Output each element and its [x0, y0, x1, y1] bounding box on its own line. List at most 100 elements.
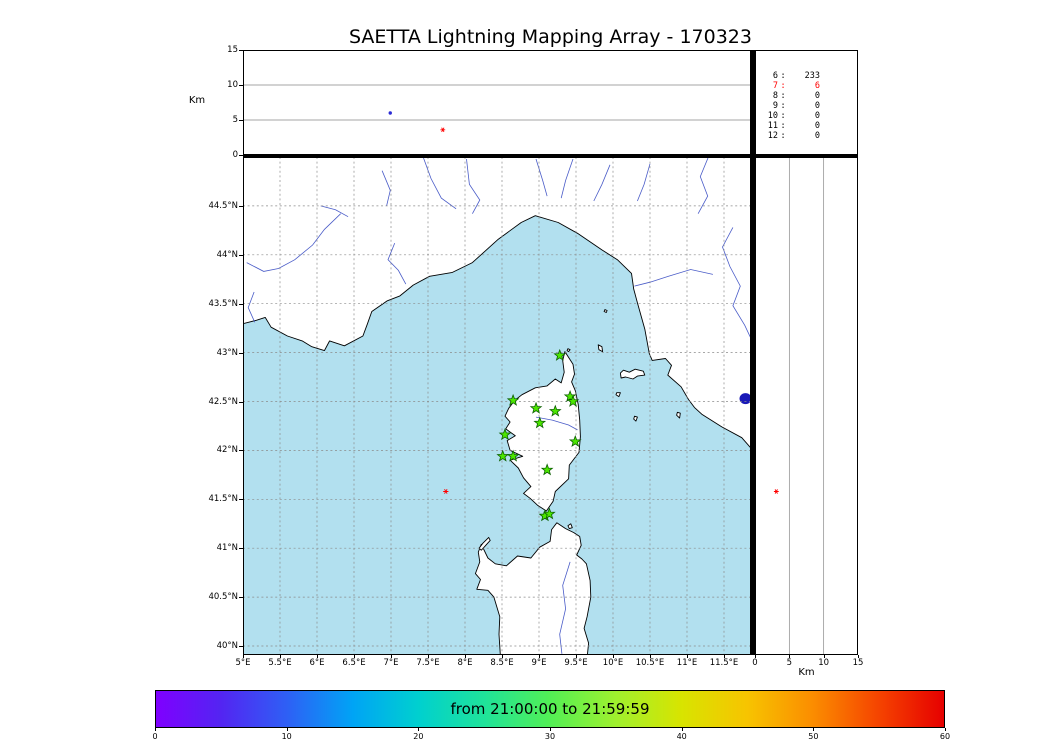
- axis-tick-mark: [813, 728, 815, 731]
- altitude-vs-longitude-panel: [243, 50, 751, 155]
- altitude-vs-latitude-panel: [755, 157, 858, 655]
- top-panel-ylabel: Km: [188, 95, 206, 106]
- river: [422, 157, 457, 210]
- river: [697, 157, 709, 214]
- km-tick-label: 15: [852, 658, 864, 668]
- colorbar-label: from 21:00:00 to 21:59:59: [450, 700, 650, 718]
- axis-tick-mark: [239, 352, 243, 354]
- axis-tick-mark: [239, 401, 243, 403]
- axis-tick-mark: [239, 85, 243, 86]
- colorbar-tick-label: 50: [808, 732, 819, 741]
- lat-tick-label: 41.5°N: [208, 494, 238, 505]
- lat-tick-label: 42.5°N: [208, 396, 238, 407]
- lon-tick-label: 10.5°E: [635, 658, 665, 668]
- river: [320, 205, 349, 218]
- axis-tick-mark: [465, 655, 466, 658]
- lake: [739, 393, 751, 405]
- river: [634, 269, 713, 287]
- river: [466, 158, 481, 214]
- lat-tick-label: 44°N: [216, 249, 238, 260]
- axis-tick-mark: [945, 728, 946, 731]
- lightning-source-marker: [773, 489, 779, 494]
- landmass-giglio: [676, 411, 681, 419]
- axis-tick-mark: [317, 655, 318, 658]
- lon-tick-label: 6.5°E: [342, 658, 366, 668]
- axis-tick-mark: [239, 303, 243, 305]
- axis-tick-mark: [391, 655, 392, 658]
- count-separator: :: [780, 91, 786, 101]
- source-count-row: 6: 233: [764, 71, 857, 81]
- lma-station-marker: [533, 416, 547, 429]
- axis-tick-mark: [280, 655, 281, 658]
- landmass-mainland: [243, 157, 751, 449]
- panel-separator-horizontal: [243, 154, 858, 157]
- axis-tick-mark: [502, 655, 503, 658]
- landmass-montecristo: [633, 415, 638, 422]
- axis-tick-mark: [354, 655, 355, 658]
- lon-tick-label: 10°E: [602, 658, 624, 668]
- lat-tick-label: 40.5°N: [208, 592, 238, 603]
- landmass-gorgona: [603, 309, 608, 313]
- axis-tick-mark: [539, 655, 540, 658]
- count-level: 7: [772, 81, 778, 91]
- count-level: 6: [772, 71, 778, 81]
- axis-tick-mark: [239, 597, 243, 599]
- axis-tick-mark: [239, 205, 243, 207]
- map-panel: [243, 157, 751, 655]
- landmass-maddalena: [567, 523, 573, 530]
- axis-tick-mark: [239, 50, 243, 51]
- count-level: 9: [772, 101, 778, 111]
- river: [593, 164, 611, 202]
- lma-station-marker: [563, 389, 577, 402]
- lma-station-marker: [548, 404, 562, 417]
- axis-tick-mark: [239, 120, 243, 121]
- lon-tick-label: 5°E: [235, 658, 251, 668]
- altitude-tick-label: 0: [232, 150, 238, 160]
- count-level: 10: [767, 111, 778, 121]
- colorbar-tick-label: 40: [676, 732, 687, 741]
- top-panel-border: [243, 50, 751, 155]
- river: [722, 227, 751, 340]
- river: [247, 291, 256, 323]
- axis-tick-mark: [823, 655, 825, 658]
- km-tick-label: 5: [786, 658, 793, 668]
- axis-tick-mark: [418, 728, 420, 731]
- lma-station-marker: [506, 393, 520, 406]
- landmass-asinara: [478, 536, 491, 551]
- count-separator: :: [780, 101, 786, 111]
- river: [387, 242, 407, 285]
- axis-tick-mark: [755, 655, 756, 658]
- map-canvas: [243, 157, 751, 655]
- lma-station-marker: [498, 428, 512, 441]
- colorbar-tick-label: 30: [544, 732, 556, 741]
- axis-tick-mark: [239, 499, 243, 501]
- km-tick-label: 0: [752, 658, 758, 668]
- river: [535, 158, 548, 197]
- colorbar-tick-label: 0: [152, 732, 158, 741]
- source-count-row: 12: 0: [764, 131, 857, 141]
- lat-tick-label: 40°N: [216, 641, 238, 651]
- landmass-corsica: [504, 351, 581, 512]
- river: [560, 158, 574, 199]
- axis-tick-mark: [286, 728, 288, 731]
- lon-tick-label: 8°E: [457, 658, 473, 668]
- colorbar-tick-label: 20: [413, 732, 424, 741]
- river: [381, 170, 391, 206]
- axis-tick-mark: [550, 728, 551, 731]
- lightning-source-marker: [388, 111, 392, 115]
- axis-tick-mark: [243, 655, 244, 658]
- lon-tick-label: 11°E: [676, 658, 698, 668]
- source-count-row: 7: 6: [764, 81, 857, 91]
- source-count-panel: 6:233 7:6 8:0 9:0 10:0 11:0 12:0: [755, 50, 858, 155]
- lon-tick-label: 9.5°E: [564, 658, 588, 668]
- lightning-source-marker: [443, 488, 449, 494]
- km-tick-label: 10: [818, 658, 830, 668]
- source-count-row: 10: 0: [764, 111, 857, 121]
- source-count-row: 8: 0: [764, 91, 857, 101]
- lma-station-marker: [540, 463, 554, 476]
- count-separator: :: [780, 111, 786, 121]
- altitude-tick-label: 15: [227, 45, 238, 55]
- altitude-latitude-canvas: [755, 157, 858, 655]
- figure-title: SAETTA Lightning Mapping Array - 170323: [349, 26, 752, 48]
